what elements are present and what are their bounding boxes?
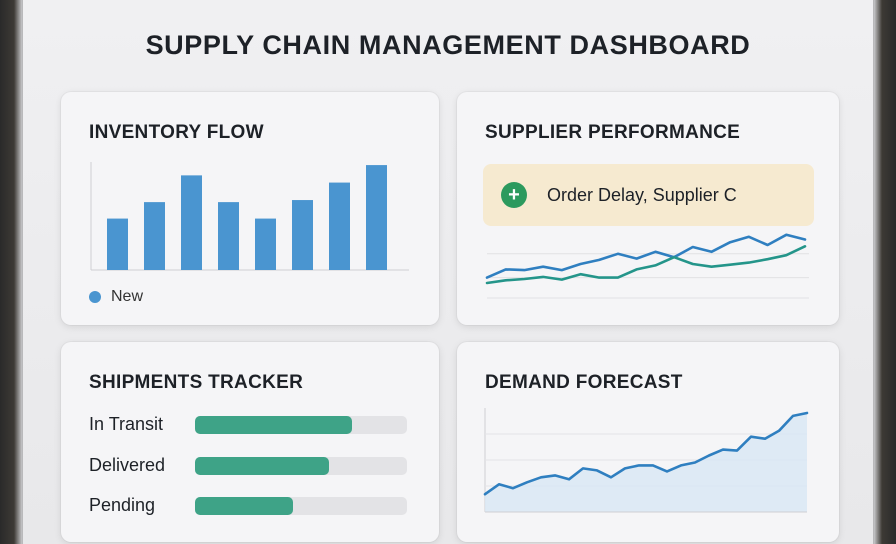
supplier-series-line-1 (485, 233, 807, 279)
demand-area-fill (485, 413, 807, 512)
progress-fill (195, 415, 352, 434)
inventory-bar (366, 165, 387, 270)
supplier-series-line-2 (485, 244, 807, 285)
shipment-label: Pending (89, 495, 156, 515)
demand-forecast-title: DEMAND FORECAST (485, 372, 683, 393)
progress-fill (195, 496, 293, 515)
inventory-bar (255, 218, 276, 270)
supplier-performance-title: SUPPLIER PERFORMANCE (485, 122, 741, 143)
alert-text: Order Delay, Supplier C (547, 184, 737, 205)
dashboard-screen: SUPPLY CHAIN MANAGEMENT DASHBOARD INVENT… (22, 0, 874, 544)
supplier-performance-card: SUPPLIER PERFORMANCE + Order Delay, Supp… (457, 92, 839, 325)
inventory-bar (181, 175, 202, 270)
shipment-row-in-transit: In Transit (89, 414, 407, 435)
progress-fill (195, 456, 329, 475)
shipment-row-delivered: Delivered (89, 455, 407, 476)
demand-line (483, 411, 809, 496)
shipment-row-pending: Pending (89, 495, 407, 516)
inventory-bar (218, 202, 239, 270)
inventory-flow-card: INVENTORY FLOW New (61, 92, 439, 325)
inventory-bar (329, 182, 350, 270)
progress-track (195, 415, 407, 434)
demand-area-chart (483, 408, 809, 513)
legend-label-new: New (111, 288, 144, 305)
demand-forecast-card: DEMAND FORECAST (457, 342, 839, 542)
progress-track (195, 496, 407, 515)
inventory-bar (107, 218, 128, 270)
shipment-label: In Transit (89, 414, 164, 434)
shipments-tracker-title: SHIPMENTS TRACKER (89, 372, 304, 393)
page-title: SUPPLY CHAIN MANAGEMENT DASHBOARD (145, 30, 751, 60)
order-delay-alert[interactable]: + Order Delay, Supplier C (483, 164, 814, 226)
progress-track (195, 456, 407, 475)
shipments-tracker-card: SHIPMENTS TRACKER In Transit Delivered P… (61, 342, 439, 542)
inventory-bar-chart (90, 162, 409, 271)
inventory-flow-title: INVENTORY FLOW (89, 122, 264, 143)
plus-icon[interactable]: + (501, 182, 527, 208)
inventory-legend: New (89, 288, 143, 306)
shipment-label: Delivered (89, 455, 166, 475)
inventory-bar (144, 202, 165, 270)
legend-dot-icon (89, 291, 101, 303)
supplier-line-chart (485, 233, 809, 299)
inventory-bar (292, 200, 313, 270)
